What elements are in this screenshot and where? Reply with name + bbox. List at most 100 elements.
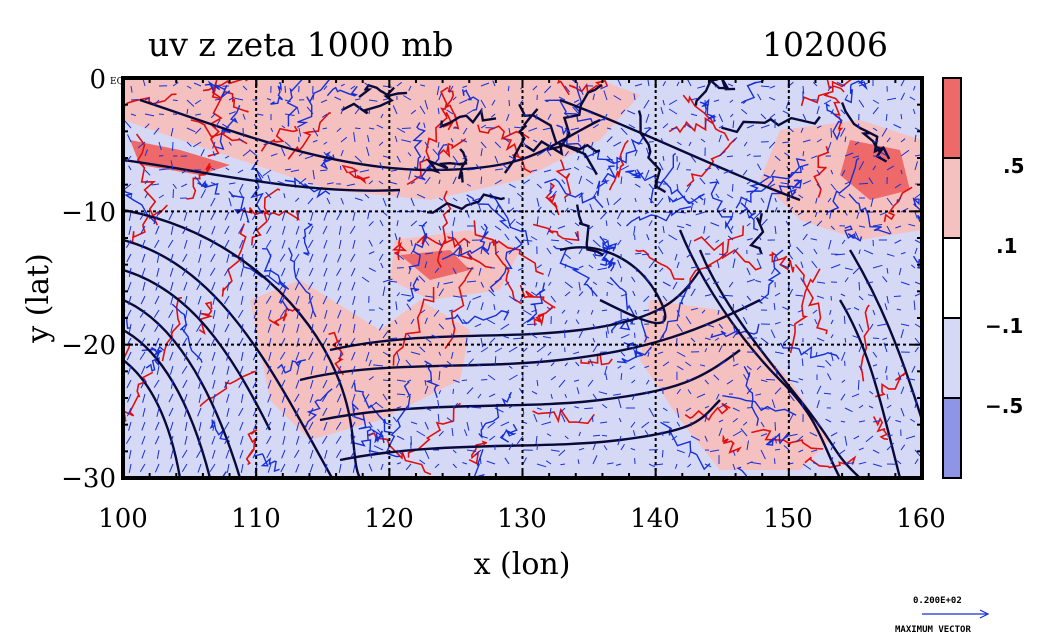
x-tick-label: 120 xyxy=(364,504,414,534)
shaded-region xyxy=(640,300,830,470)
wind-vector xyxy=(617,435,622,446)
wind-vector xyxy=(634,309,638,315)
colorbar-segment xyxy=(943,398,961,478)
wind-vector xyxy=(144,192,149,199)
wind-vector xyxy=(715,178,720,185)
wind-vector xyxy=(283,193,286,199)
wind-vector xyxy=(522,179,530,185)
wind-vector xyxy=(350,435,356,445)
colorbar-segment xyxy=(943,78,961,158)
wind-vector xyxy=(811,260,818,269)
wind-vector xyxy=(296,211,300,221)
wind-vector xyxy=(900,407,905,417)
wind-vector xyxy=(900,138,906,143)
wind-vector xyxy=(632,346,636,353)
wind-vector xyxy=(867,294,874,297)
wind-vector xyxy=(742,99,748,104)
wind-vector xyxy=(906,377,916,381)
vorticity-contour xyxy=(367,432,432,476)
wind-vector xyxy=(615,320,622,325)
wind-vector xyxy=(704,277,710,283)
wind-vector xyxy=(660,138,664,143)
wind-vector xyxy=(732,247,739,255)
wind-vector xyxy=(844,337,847,343)
wind-vector xyxy=(438,208,443,213)
wind-vector xyxy=(295,239,300,249)
colorbar-label: .1 xyxy=(996,234,1018,258)
wind-vector xyxy=(403,95,412,101)
wind-vector xyxy=(237,309,244,318)
wind-vector xyxy=(883,342,888,353)
wind-vector xyxy=(840,127,846,137)
wind-vector xyxy=(184,309,188,319)
wind-vector xyxy=(561,309,566,314)
wind-vector xyxy=(237,169,244,174)
wind-vector xyxy=(644,391,650,395)
wind-vector xyxy=(893,124,902,129)
wind-vector xyxy=(242,127,244,138)
wind-vector xyxy=(550,211,556,216)
wind-vector xyxy=(854,231,860,241)
wind-vector xyxy=(760,433,768,437)
vorticity-contour xyxy=(617,346,653,364)
wind-vector xyxy=(168,407,174,417)
wind-vector xyxy=(242,85,248,91)
wind-vector xyxy=(536,264,542,269)
height-contour xyxy=(838,299,902,478)
wind-vector xyxy=(486,318,496,325)
wind-vector xyxy=(914,211,918,219)
wind-vector xyxy=(240,253,244,263)
wind-vector xyxy=(378,307,384,311)
wind-vector xyxy=(293,449,300,459)
wind-vector xyxy=(380,113,384,119)
vorticity-contour xyxy=(502,137,532,174)
wind-vector xyxy=(858,82,868,87)
wind-vector xyxy=(335,421,342,430)
wind-vector xyxy=(338,351,342,361)
wind-vector xyxy=(780,182,790,185)
height-contour xyxy=(329,269,701,352)
wind-vector xyxy=(774,292,781,297)
wind-vector xyxy=(742,421,748,426)
wind-vector xyxy=(613,141,622,147)
wind-vector xyxy=(704,348,708,353)
wind-vector xyxy=(816,125,822,129)
wind-vector xyxy=(740,428,748,437)
wind-vector xyxy=(630,421,636,428)
vorticity-contour xyxy=(848,193,891,235)
wind-vector xyxy=(798,378,804,381)
wind-vector xyxy=(841,351,846,361)
wind-vector xyxy=(578,85,584,95)
wind-vector xyxy=(588,264,594,269)
wind-vector xyxy=(226,365,230,375)
map-id: 102006 xyxy=(762,25,888,64)
wind-vector xyxy=(181,463,188,472)
vorticity-contour xyxy=(751,428,824,450)
wind-vector xyxy=(522,239,533,242)
wind-vector xyxy=(858,225,866,228)
wind-vector xyxy=(340,83,345,87)
wind-vector xyxy=(130,113,136,117)
wind-vector xyxy=(840,109,846,115)
wind-vector xyxy=(466,183,472,187)
wind-vector xyxy=(774,351,784,355)
wind-vector xyxy=(830,109,834,115)
wind-vector xyxy=(545,460,552,465)
wind-vector xyxy=(704,235,710,241)
wind-vector xyxy=(718,134,722,143)
wind-vector xyxy=(896,197,902,203)
wind-vector xyxy=(592,393,598,401)
vorticity-contour xyxy=(135,133,159,226)
wind-vector xyxy=(312,127,319,137)
wind-vector xyxy=(183,281,188,291)
wind-vector xyxy=(757,93,762,101)
wind-vector xyxy=(480,302,484,311)
wind-vector xyxy=(170,323,174,333)
wind-vector xyxy=(450,351,454,359)
wind-vector xyxy=(869,323,874,330)
wind-vector xyxy=(886,393,889,400)
wind-vector xyxy=(452,323,456,328)
wind-vector xyxy=(211,167,216,171)
wind-vector xyxy=(308,225,314,235)
wind-vector xyxy=(704,337,711,341)
